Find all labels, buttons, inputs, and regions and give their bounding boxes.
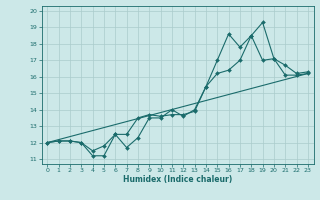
X-axis label: Humidex (Indice chaleur): Humidex (Indice chaleur) xyxy=(123,175,232,184)
